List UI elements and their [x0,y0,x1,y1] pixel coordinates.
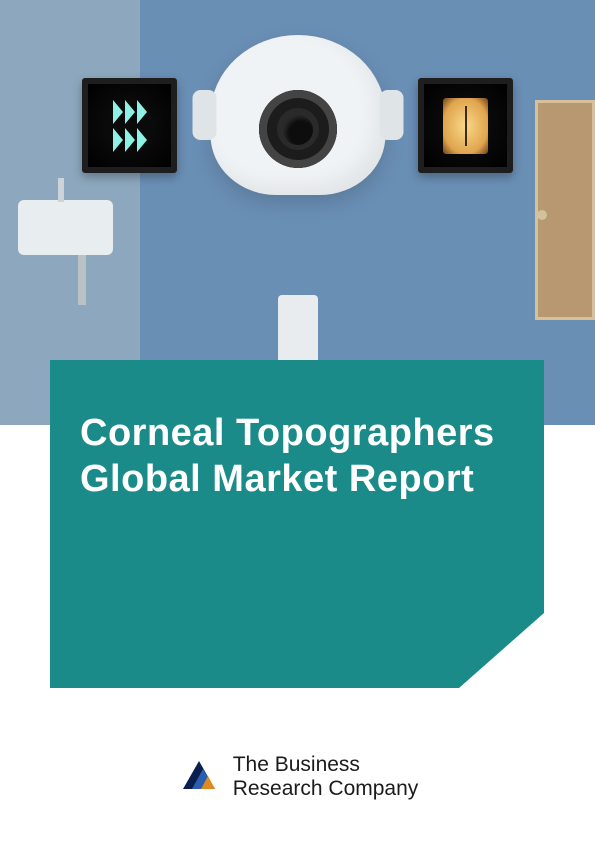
device-screen-left [82,78,177,173]
logo-line-2: Research Company [233,777,419,801]
report-title: Corneal Topographers Global Market Repor… [80,410,514,503]
glow-target [443,98,488,154]
logo-text: The Business Research Company [233,753,419,801]
title-card: Corneal Topographers Global Market Repor… [50,360,544,688]
screen-left-content [88,84,171,167]
report-cover: Corneal Topographers Global Market Repor… [0,0,595,842]
screen-right-content [424,84,507,167]
device-screen-right [418,78,513,173]
sink-drain [78,255,86,305]
device-lens-inner [283,115,313,145]
logo: The Business Research Company [177,753,419,801]
logo-mark-icon [177,755,221,799]
logo-area: The Business Research Company [0,753,595,804]
title-line-2: Global Market Report [80,456,514,502]
logo-line-1: The Business [233,753,419,777]
title-line-1: Corneal Topographers [80,410,514,456]
chevron-pattern [113,100,147,152]
sink-tap [58,178,64,202]
sink [18,200,113,255]
door-handle [537,210,547,220]
